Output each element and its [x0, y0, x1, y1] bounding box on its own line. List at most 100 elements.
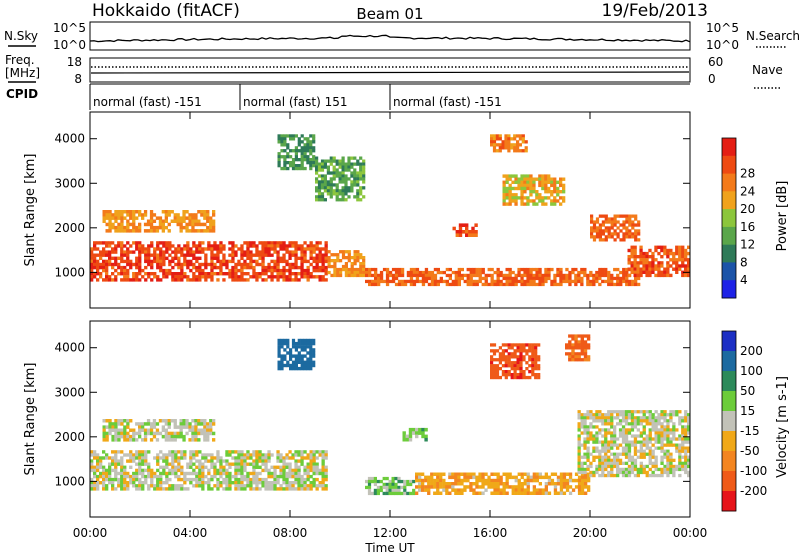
echo-cell [492, 343, 497, 347]
echo-cell [261, 256, 265, 260]
echo-cell [162, 459, 166, 463]
echo-cell [523, 491, 527, 495]
echo-cell [516, 343, 520, 347]
echo-cell [374, 276, 378, 281]
echo-cell [663, 273, 667, 278]
echo-cell [200, 422, 204, 426]
echo-cell [273, 477, 277, 482]
echo-cell [642, 428, 646, 432]
echo-cell [391, 267, 396, 272]
echo-cell [669, 248, 673, 253]
echo-cell [90, 468, 94, 473]
echo-cell [601, 443, 605, 447]
echo-cell [547, 482, 552, 486]
echo-cell [192, 456, 196, 460]
echo-cell [350, 171, 354, 175]
echo-cell [583, 428, 587, 432]
echo-cell [306, 268, 310, 273]
echo-cell [472, 273, 476, 278]
echo-cell [521, 149, 525, 153]
echo-cell [541, 491, 545, 495]
echo-cell [505, 177, 509, 181]
echo-cell [291, 481, 295, 485]
echo-cell [604, 437, 608, 441]
echo-cell [261, 265, 265, 270]
echo-cell [99, 462, 103, 466]
echo-cell [135, 265, 139, 270]
echo-cell [228, 275, 232, 279]
echo-cell [544, 472, 548, 476]
echo-cell [123, 465, 127, 469]
echo-cell [525, 349, 529, 353]
echo-cell [394, 485, 398, 490]
echo-cell [105, 250, 109, 254]
echo-cell [607, 449, 611, 453]
echo-cell [490, 273, 494, 278]
echo-cell [583, 349, 588, 353]
echo-cell [138, 259, 142, 264]
echo-cell [448, 273, 452, 278]
echo-cell [135, 474, 139, 479]
echo-cell [167, 425, 171, 429]
echo-cell [368, 279, 372, 284]
echo-cell [180, 272, 184, 276]
echo-cell [258, 262, 262, 267]
echo-cell [669, 431, 673, 435]
echo-cell [240, 474, 244, 479]
echo-cell [678, 258, 682, 262]
echo-cell [660, 470, 664, 475]
echo-cell [621, 473, 626, 478]
echo-cell [633, 245, 637, 249]
echo-cell [628, 235, 632, 239]
echo-cell [353, 259, 357, 263]
echo-cell [283, 155, 287, 159]
echo-cell [249, 487, 253, 491]
echo-cell [185, 225, 189, 230]
echo-cell [282, 468, 286, 473]
colorbar-swatch [722, 491, 736, 512]
echo-cell [580, 478, 585, 483]
echo-cell [535, 202, 539, 206]
echo-cell [297, 360, 301, 364]
echo-cell [409, 270, 414, 275]
echo-cell [580, 340, 584, 344]
echo-cell [189, 450, 193, 454]
echo-cell [469, 488, 473, 492]
echo-cell [240, 456, 244, 460]
echo-cell [514, 186, 518, 191]
echo-cell [246, 250, 250, 254]
echo-cell [534, 343, 538, 347]
echo-cell [183, 272, 187, 276]
echo-cell [411, 427, 416, 432]
echo-cell [329, 180, 333, 184]
colorbar-level-label: 16 [740, 220, 755, 234]
echo-cell [255, 272, 259, 276]
echo-cell [405, 437, 409, 442]
echo-cell [267, 487, 271, 491]
echo-cell [663, 413, 667, 417]
echo-cell [195, 250, 199, 254]
echo-cell [315, 165, 319, 169]
echo-cell [276, 272, 280, 276]
echo-cell [513, 134, 517, 138]
echo-cell [347, 162, 351, 166]
echo-cell [246, 241, 250, 245]
echo-cell [448, 276, 452, 281]
echo-cell [138, 487, 142, 491]
echo-cell [182, 219, 186, 223]
echo-cell [637, 229, 641, 233]
echo-cell [526, 180, 530, 184]
echo-cell [610, 416, 614, 420]
echo-cell [475, 282, 479, 287]
echo-cell [409, 267, 414, 272]
echo-cell [553, 180, 557, 184]
echo-cell [457, 472, 461, 476]
echo-cell [415, 485, 419, 489]
echo-cell [532, 282, 536, 287]
echo-cell [280, 137, 284, 141]
echo-cell [141, 247, 145, 251]
echo-cell [225, 477, 229, 482]
echo-cell [176, 219, 180, 223]
echo-cell [177, 484, 181, 488]
